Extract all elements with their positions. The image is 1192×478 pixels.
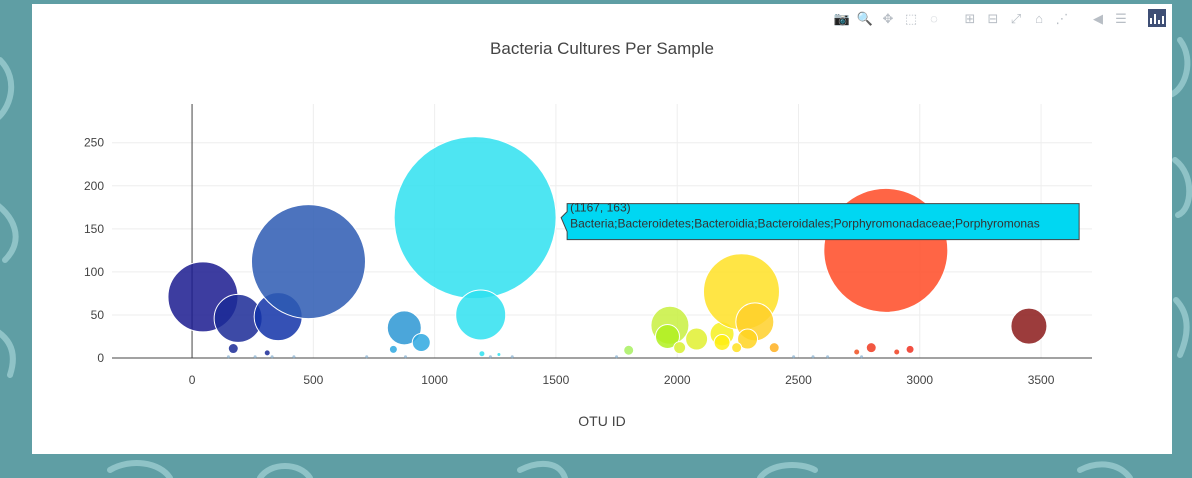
zoom-button[interactable]: 🔍 (856, 9, 874, 27)
bubble-point[interactable] (1010, 307, 1048, 345)
zoom-icon: 🔍 (856, 10, 874, 26)
camera-icon: 📷 (833, 10, 851, 26)
x-tick-label: 500 (303, 373, 323, 387)
x-tick-label: 1000 (421, 373, 448, 387)
autoscale-icon: ⤢ (1010, 10, 1022, 26)
small-bubble-point (404, 355, 408, 359)
zoom-out-icon: ⊟ (987, 10, 999, 26)
small-bubble-point (365, 355, 369, 359)
autoscale-button[interactable]: ⤢ (1007, 9, 1025, 27)
zoom-out-button[interactable]: ⊟ (984, 9, 1002, 27)
reset-axes-button[interactable]: ⌂ (1030, 9, 1048, 27)
bubble-point[interactable] (455, 289, 507, 341)
home-icon: ⌂ (1035, 10, 1043, 26)
bubble-point[interactable] (386, 310, 422, 346)
pan-icon: ✥ (882, 10, 894, 26)
hover-compare-icon: ☰ (1115, 10, 1127, 26)
lasso-icon: ◌ (930, 10, 938, 26)
bubble-point[interactable] (893, 348, 901, 356)
chart-card: Bacteria Cultures Per Sample 0 50 100 150 200… (32, 4, 1172, 454)
plot-modebar: 📷 🔍 ✥ ⬚ ◌ ⊞ ⊟ ⤢ ⌂ ⋰ ◀ ☰ (833, 8, 1166, 28)
y-tick-label: 0 (97, 351, 104, 365)
small-bubble-point (510, 355, 514, 359)
small-bubble-point (860, 355, 864, 359)
bubble-point[interactable] (411, 333, 431, 353)
x-tick-label: 1500 (543, 373, 570, 387)
small-bubble-point (811, 355, 815, 359)
bubble-point[interactable] (853, 348, 861, 356)
bubble-point[interactable] (673, 341, 687, 355)
toggle-spike-lines-button[interactable]: ⋰ (1053, 9, 1071, 27)
bubble-point[interactable] (713, 334, 731, 352)
hover-closest-button[interactable]: ◀ (1089, 9, 1107, 27)
x-tick-label: 0 (189, 373, 196, 387)
box-select-icon: ⬚ (904, 10, 918, 26)
bubble-point[interactable] (654, 323, 680, 349)
y-tick-label: 150 (84, 222, 104, 236)
chart-title: Bacteria Cultures Per Sample (490, 39, 714, 58)
hover-tooltip-taxonomy: Bacteria;Bacteroidetes;Bacteroidia;Bacte… (570, 217, 1040, 231)
zoom-in-button[interactable]: ⊞ (961, 9, 979, 27)
spike-lines-icon: ⋰ (1055, 10, 1069, 26)
lasso-select-button[interactable]: ◌ (925, 9, 943, 27)
bubble-point[interactable] (623, 344, 635, 356)
x-tick-label: 2500 (785, 373, 812, 387)
pan-button[interactable]: ✥ (879, 9, 897, 27)
bubble-chart[interactable]: Bacteria Cultures Per Sample 0 50 100 150 200… (32, 4, 1172, 454)
bubble-point[interactable] (865, 342, 877, 354)
hover-compare-button[interactable]: ☰ (1112, 9, 1130, 27)
bubble-point[interactable] (478, 350, 486, 358)
hover-tooltip-coords: (1167, 163) (570, 201, 631, 215)
small-bubble-point (826, 355, 830, 359)
small-bubble-point (488, 355, 492, 359)
bubble-point[interactable] (731, 342, 743, 354)
small-bubble-point (292, 355, 296, 359)
x-tick-label: 2000 (664, 373, 691, 387)
bubble-point[interactable] (737, 328, 759, 350)
plotly-logo-button[interactable] (1148, 9, 1166, 27)
x-tick-label: 3500 (1028, 373, 1055, 387)
small-bubble-point (226, 355, 230, 359)
small-bubble-point (270, 355, 274, 359)
hover-tooltip (560, 203, 1080, 241)
bubble-point[interactable] (768, 342, 780, 354)
bubble-point[interactable] (227, 343, 239, 355)
bubble-point[interactable] (393, 136, 557, 300)
y-tick-label: 50 (91, 308, 105, 322)
download-plot-button[interactable]: 📷 (833, 9, 851, 27)
y-tick-label: 250 (84, 136, 104, 150)
bubble-point[interactable] (250, 204, 366, 320)
y-tick-label: 100 (84, 265, 104, 279)
x-axis-title: OTU ID (578, 413, 625, 429)
small-bubble-point (615, 355, 619, 359)
bubble-point[interactable] (496, 352, 502, 358)
bubble-point[interactable] (685, 327, 709, 351)
small-bubble-point (253, 355, 257, 359)
x-tick-label: 3000 (906, 373, 933, 387)
hover-closest-icon: ◀ (1093, 10, 1103, 26)
bubble-point[interactable] (388, 344, 398, 354)
bubble-point[interactable] (905, 344, 915, 354)
box-select-button[interactable]: ⬚ (902, 9, 920, 27)
y-tick-label: 200 (84, 179, 104, 193)
bubble-point[interactable] (263, 349, 271, 357)
zoom-in-icon: ⊞ (964, 10, 976, 26)
small-bubble-point (792, 355, 796, 359)
